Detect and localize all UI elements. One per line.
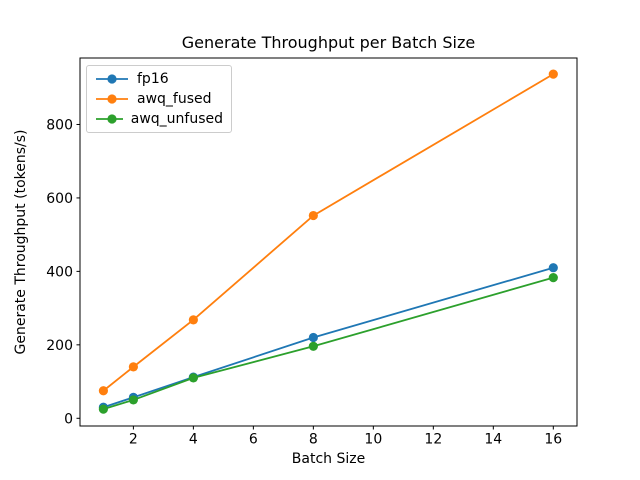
x-axis-label: Batch Size (291, 451, 366, 467)
data-point-fp16 (548, 263, 558, 273)
data-point-awq_fused (128, 362, 138, 372)
x-tick-label: 16 (544, 432, 562, 448)
data-point-awq_unfused (98, 404, 108, 414)
y-tick-label: 800 (46, 117, 73, 133)
data-point-awq_fused (98, 386, 108, 396)
legend-item-fp16: fp16 (95, 69, 223, 89)
y-tick-label: 600 (46, 191, 73, 207)
legend-line-sample (96, 94, 128, 104)
data-point-awq_unfused (308, 341, 318, 351)
legend-item-awq_unfused: awq_unfused (95, 109, 223, 129)
legend-line-sample (96, 74, 128, 84)
legend-item-awq_fused: awq_fused (95, 89, 223, 109)
legend-label: fp16 (137, 71, 169, 87)
y-tick-label: 0 (64, 411, 73, 427)
legend-label: awq_unfused (130, 111, 223, 127)
chart-title: Generate Throughput per Batch Size (181, 33, 476, 52)
data-point-awq_fused (308, 210, 318, 221)
x-tick-label: 4 (189, 432, 198, 448)
data-point-awq_unfused (548, 273, 558, 283)
x-tick-label: 8 (309, 432, 318, 448)
x-tick-label: 12 (424, 432, 442, 448)
data-point-awq_unfused (128, 395, 138, 405)
y-tick-label: 400 (46, 264, 73, 280)
x-tick-label: 6 (249, 432, 258, 448)
plot-frame (79, 57, 578, 427)
y-tick-label: 200 (46, 338, 73, 354)
x-tick-label: 14 (484, 432, 502, 448)
series-line-awq_unfused (103, 276, 554, 410)
data-point-awq_fused (548, 69, 558, 79)
x-tick-label: 10 (364, 432, 382, 448)
data-point-awq_fused (188, 315, 198, 325)
legend-line-sample (96, 114, 123, 124)
y-axis-label: Generate Throughput (tokens/s) (13, 129, 29, 355)
legend: fp16 awq_fused awq_unfused (86, 65, 232, 133)
data-point-fp16 (308, 332, 318, 343)
legend-label: awq_fused (137, 91, 212, 107)
data-point-awq_unfused (188, 373, 198, 383)
x-tick-label: 2 (129, 432, 138, 448)
